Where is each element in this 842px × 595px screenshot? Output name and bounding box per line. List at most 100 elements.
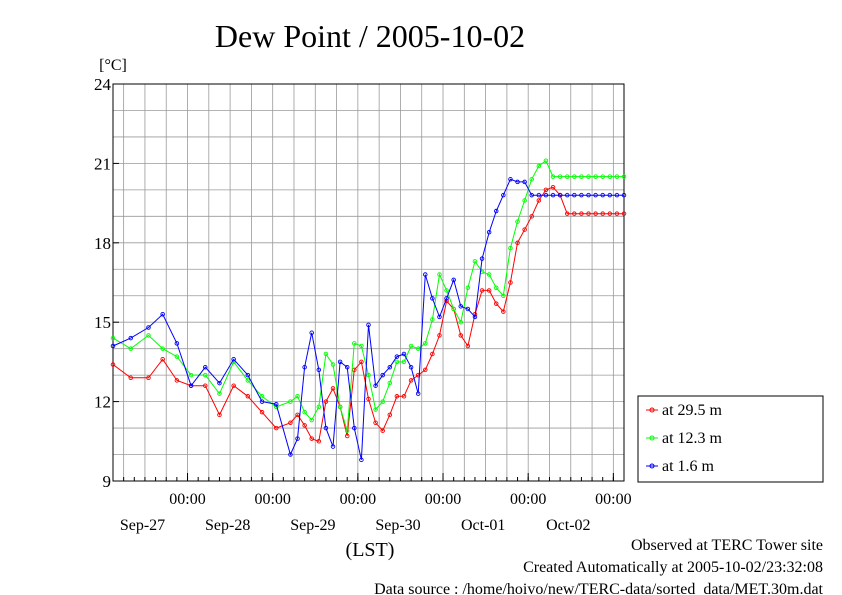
data-point [380,399,385,404]
data-point [600,174,605,179]
data-point [486,272,492,277]
series-1 [110,158,627,433]
data-point [160,346,165,351]
data-point [508,177,513,182]
data-point [423,341,428,346]
data-point [401,359,407,365]
data-point [522,179,527,185]
x-tick-date-label: Sep-30 [375,517,420,534]
data-point [614,211,620,216]
data-point [479,256,485,261]
data-point [366,322,371,328]
data-point [394,359,400,365]
data-point [146,333,151,338]
data-point [501,293,506,298]
grid-lines [113,83,624,482]
y-tick-label: 24 [94,75,112,94]
data-point [146,375,151,381]
data-point [160,312,165,317]
data-point [423,367,428,373]
data-point [259,409,265,415]
x-tick-date-label: Oct-02 [546,517,590,534]
data-point [472,314,478,320]
data-point [316,439,322,444]
data-point [387,412,393,418]
data-point [593,192,598,198]
data-point [543,187,549,193]
data-point [387,364,393,370]
x-tick-time-label: 00:00 [595,491,631,508]
data-point [572,211,577,216]
legend-marker [649,407,655,413]
data-point [337,359,343,365]
data-point [188,383,194,388]
data-point [188,372,194,378]
data-point [600,192,605,198]
x-axis: 00:00Sep-2700:00Sep-2800:00Sep-2900:00Se… [120,473,632,534]
legend-marker [649,435,655,441]
data-point [458,304,464,309]
data-point [586,211,591,216]
data-point [451,277,456,283]
data-point [564,192,570,198]
data-point [359,343,364,349]
data-point [408,343,414,349]
data-point [415,391,421,396]
data-point [128,375,133,381]
data-point [607,211,613,216]
plot-frame [112,83,625,482]
data-point [614,192,620,198]
data-point [550,174,556,179]
data-point [344,364,350,370]
data-point [536,192,542,198]
data-point [316,404,322,410]
data-point [621,211,627,216]
data-point [614,174,620,179]
data-point [557,174,563,179]
legend: at 29.5 m at 12.3 m at 1.6 m [637,395,824,483]
y-tick-label: 15 [94,313,111,332]
data-point [160,357,165,362]
y-tick-label: 18 [94,234,111,253]
data-point [579,192,584,198]
data-point [380,372,385,378]
data-point [572,174,577,179]
data-point [394,394,400,399]
data-point [337,404,343,410]
data-point [330,386,336,391]
legend-label: at 1.6 m [662,458,715,475]
data-point [607,174,613,179]
data-point [259,399,265,404]
data-point [437,333,442,338]
data-point [607,192,613,198]
x-tick-time-label: 00:00 [169,491,205,508]
data-point [586,192,591,198]
data-point [380,428,385,433]
data-point [359,359,364,365]
x-tick-date-label: Oct-01 [461,517,505,534]
data-point [501,309,506,314]
y-tick-label: 12 [94,393,111,412]
data-point [373,383,378,388]
legend-label: at 29.5 m [662,402,723,419]
data-point [217,391,222,396]
data-point [486,229,492,235]
data-point [508,280,513,285]
data-point [128,346,133,351]
footer-created: Created Automatically at 2005-10-02/23:3… [523,559,823,576]
y-axis: 24 21 18 15 12 9 [94,75,119,491]
x-axis-label: (LST) [346,539,395,561]
data-point [146,325,151,330]
data-point [174,354,180,359]
data-point [245,394,251,399]
data-point [352,341,357,346]
data-point [494,285,499,291]
data-point [423,272,428,277]
data-point [543,192,549,198]
data-point [430,296,435,301]
data-point [128,335,133,341]
data-point [415,372,421,378]
x-tick-date-label: Sep-28 [205,517,250,534]
data-point [330,362,336,367]
